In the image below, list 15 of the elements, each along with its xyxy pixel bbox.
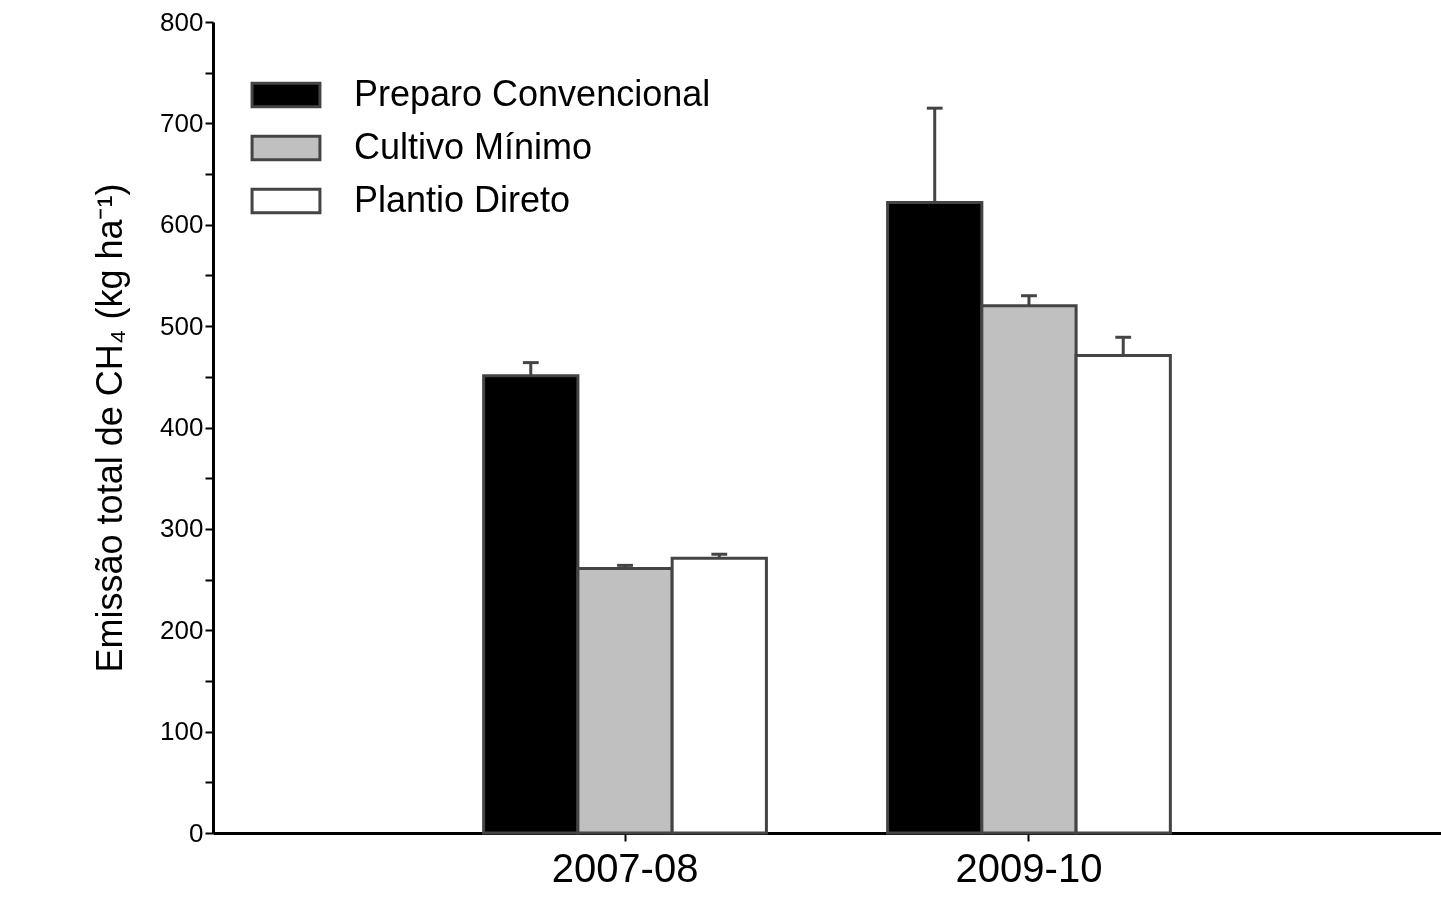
y-tick-label: 400 — [160, 412, 204, 442]
y-tick-label: 300 — [160, 513, 204, 544]
y-tick-label: 500 — [160, 310, 204, 341]
legend-label: Cultivo Mínimo — [354, 126, 593, 167]
y-tick-label: 700 — [160, 107, 204, 138]
x-tick-label: 2009-10 — [955, 845, 1103, 890]
legend-label: Preparo Convencional — [354, 73, 711, 114]
y-tick-label: 200 — [160, 614, 204, 645]
x-tick-label: 2007-08 — [551, 845, 699, 890]
legend-label: Plantio Direto — [354, 179, 571, 220]
y-tick-label: 0 — [189, 817, 204, 848]
y-tick-label: 600 — [160, 209, 204, 240]
y-axis-title: Emissão total de CH₄ (kg ha⁻¹) — [89, 183, 131, 673]
y-tick-label: 100 — [160, 716, 204, 747]
y-tick-label: 800 — [160, 6, 204, 37]
